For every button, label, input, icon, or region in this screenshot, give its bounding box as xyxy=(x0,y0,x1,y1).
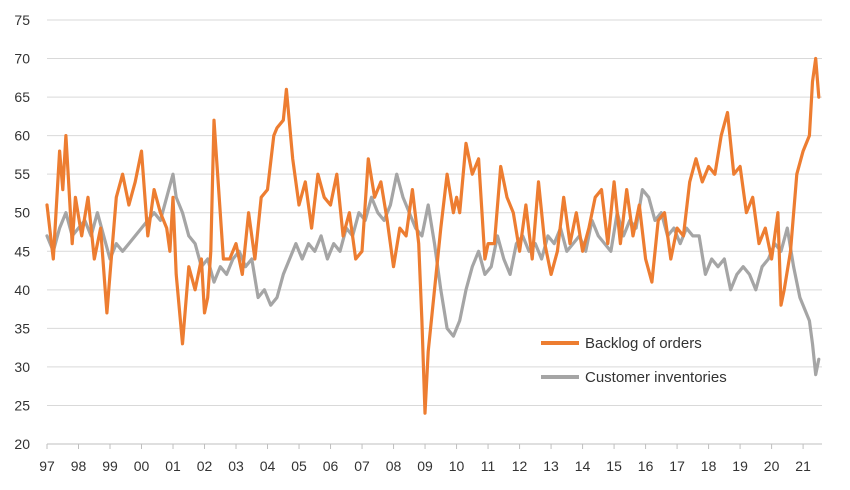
y-tick-label: 45 xyxy=(14,243,30,259)
legend-label: Backlog of orders xyxy=(585,335,702,352)
x-tick-label: 05 xyxy=(291,458,307,474)
x-tick-label: 99 xyxy=(102,458,118,474)
y-axis-tick-labels: 20 25 30 35 40 45 50 55 60 65 70 75 xyxy=(14,12,30,452)
x-tick-label: 01 xyxy=(165,458,181,474)
x-tick-label: 14 xyxy=(575,458,591,474)
x-tick-label: 04 xyxy=(260,458,276,474)
x-tick-label: 10 xyxy=(449,458,465,474)
legend: Backlog of orders Customer inventories xyxy=(541,335,727,386)
x-tick-label: 97 xyxy=(39,458,55,474)
x-tick-label: 02 xyxy=(197,458,213,474)
x-axis xyxy=(46,443,822,449)
x-tick-label: 11 xyxy=(481,458,496,474)
series-line-0 xyxy=(45,56,821,415)
x-tick-label: 07 xyxy=(354,458,370,474)
y-tick-label: 40 xyxy=(14,282,30,298)
x-tick-label: 98 xyxy=(71,458,87,474)
y-tick-label: 55 xyxy=(14,166,30,182)
y-tick-label: 60 xyxy=(14,128,30,144)
x-tick-label: 18 xyxy=(701,458,717,474)
x-tick-label: 12 xyxy=(512,458,528,474)
y-tick-label: 35 xyxy=(14,320,30,336)
x-tick-label: 00 xyxy=(134,458,150,474)
y-tick-label: 30 xyxy=(14,359,30,375)
x-tick-label: 16 xyxy=(638,458,654,474)
y-tick-label: 50 xyxy=(14,205,30,221)
x-tick-label: 09 xyxy=(417,458,433,474)
series-lines xyxy=(45,56,821,415)
y-tick-label: 20 xyxy=(14,436,30,452)
series-line-1 xyxy=(45,172,821,377)
x-tick-label: 19 xyxy=(732,458,748,474)
y-tick-label: 25 xyxy=(14,397,30,413)
x-tick-label: 03 xyxy=(228,458,244,474)
x-axis-tick-labels: 97 98 99 00 01 02 03 04 05 06 07 08 09 10 11 12 13 14 15 16… xyxy=(39,458,811,474)
y-tick-label: 70 xyxy=(14,51,30,67)
x-tick-label: 20 xyxy=(764,458,780,474)
x-tick-label: 15 xyxy=(606,458,622,474)
x-tick-label: 21 xyxy=(795,458,811,474)
x-tick-label: 13 xyxy=(543,458,559,474)
y-tick-label: 65 xyxy=(14,89,30,105)
y-tick-label: 75 xyxy=(14,12,30,28)
x-tick-label: 06 xyxy=(323,458,339,474)
x-tick-label: 17 xyxy=(669,458,685,474)
legend-label: Customer inventories xyxy=(585,369,727,386)
x-tick-label: 08 xyxy=(386,458,402,474)
